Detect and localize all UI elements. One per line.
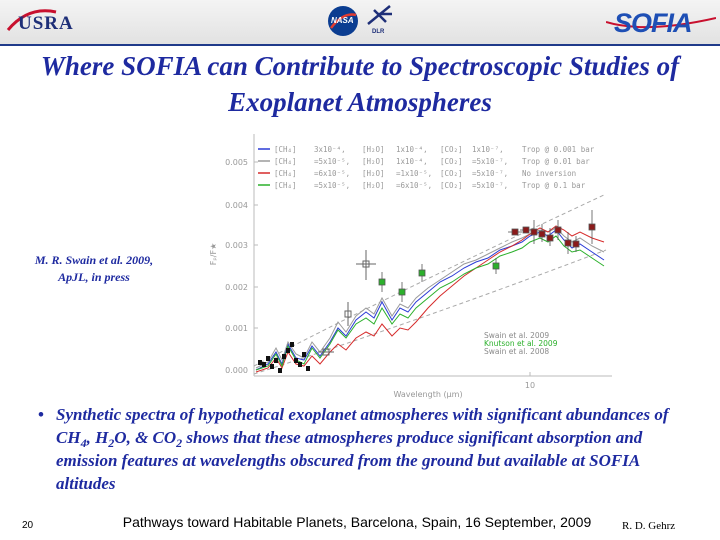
- subscript: 4: [80, 436, 87, 450]
- bullet-text-part: shows that these atmospheres produce sig…: [56, 428, 643, 493]
- legend-h2o: [H₂O]: [362, 145, 385, 154]
- header-bar: USRA NASA DLR SOFIA: [0, 0, 720, 46]
- legend-co2: [CO₂]: [440, 145, 463, 154]
- subscript: 2: [108, 436, 115, 450]
- y-tick-label: 0.002: [225, 283, 248, 292]
- legend-h2o: [H₂O]: [362, 181, 385, 190]
- legend-entry: [CH₄] 3x10⁻⁴, [H₂O] 1x10⁻⁴, [CO₂] 1x10⁻⁷…: [258, 145, 595, 154]
- legend-h2o-value: 1x10⁻⁴,: [396, 145, 428, 154]
- subscript: 2: [176, 436, 183, 450]
- x-tick-label: 10: [525, 381, 535, 390]
- legend-co2-value: 1x10⁻⁷,: [472, 145, 504, 154]
- legend-co2: [CO₂]: [440, 169, 463, 178]
- nasa-swoosh-icon: [330, 13, 357, 29]
- legend-h2o-value: =1x10⁻⁵,: [396, 169, 432, 178]
- bullet-icon: •: [38, 405, 44, 424]
- citation-line-1: M. R. Swain et al. 2009,: [34, 253, 154, 267]
- sofia-swoosh-icon: [606, 17, 716, 29]
- legend-co2-value: =5x10⁻⁷,: [472, 169, 508, 178]
- spectrum-figure: 0.005 0.004 0.003 0.002 0.001 0.000 10 W…: [196, 132, 614, 400]
- y-tick-label: 0.005: [225, 158, 248, 167]
- y-axis-label: Fₚ/F★: [209, 243, 218, 266]
- author: R. D. Gehrz: [622, 520, 676, 532]
- citation: M. R. Swain et al. 2009, ApJL, in press: [14, 252, 174, 286]
- nasa-logo-text: NASA: [331, 16, 354, 25]
- nasa-logo: NASA: [328, 6, 358, 36]
- legend-h2o: [H₂O]: [362, 169, 385, 178]
- data-legend-entry: Swain et al. 2009: [484, 331, 549, 340]
- bullet-text: Synthetic spectra of hypothetical exopla…: [56, 403, 686, 495]
- data-legend-entry: Knutson et al. 2009: [484, 339, 558, 348]
- data-points-red: [508, 210, 596, 254]
- data-points-black: [258, 342, 310, 373]
- x-axis-label: Wavelength (μm): [393, 390, 462, 399]
- legend-trop: Trop @ 0.1 bar: [522, 181, 586, 190]
- data-legend: Swain et al. 2009 Knutson et al. 2009 Sw…: [484, 331, 558, 356]
- data-points-green: [378, 258, 500, 302]
- y-tick-label: 0.004: [225, 201, 248, 210]
- citation-line-2: ApJL, in press: [58, 270, 130, 284]
- legend-ch4: [CH₄]: [274, 157, 297, 166]
- dlr-logo: DLR: [364, 4, 394, 38]
- usra-swoosh-icon: [6, 9, 57, 31]
- legend-entry: [CH₄] =5x10⁻⁵, [H₂O] 1x10⁻⁴, [CO₂] =5x10…: [258, 157, 590, 166]
- page-number: 20: [22, 520, 34, 531]
- legend-ch4-value: =5x10⁻⁵,: [314, 181, 350, 190]
- y-tick-label: 0.003: [225, 241, 248, 250]
- data-points-gray: [318, 250, 376, 356]
- bullet-text-part: Synthetic spectra of hypothetical exopla…: [56, 405, 669, 447]
- legend-ch4: [CH₄]: [274, 181, 297, 190]
- dlr-logo-text: DLR: [372, 29, 385, 35]
- y-tick-label: 0.000: [225, 366, 248, 375]
- legend-co2-value: =5x10⁻⁷,: [472, 157, 508, 166]
- bullet-text-part: , H: [86, 428, 109, 447]
- footer-text: Pathways toward Habitable Planets, Barce…: [122, 514, 592, 530]
- legend-h2o-value: 1x10⁻⁴,: [396, 157, 428, 166]
- legend-entry: [CH₄] =6x10⁻⁵, [H₂O] =1x10⁻⁵, [CO₂] =5x1…: [258, 169, 576, 178]
- dlr-bird-icon: [367, 5, 392, 25]
- legend-trop: Trop @ 0.001 bar: [522, 145, 595, 154]
- data-legend-entry: Swain et al. 2008: [484, 347, 549, 356]
- y-tick-label: 0.001: [225, 324, 248, 333]
- usra-logo: USRA: [4, 4, 73, 38]
- legend-ch4-value: =5x10⁻⁵,: [314, 157, 350, 166]
- usra-logo-text: USRA: [18, 13, 74, 34]
- legend-entry: [CH₄] =5x10⁻⁵, [H₂O] =6x10⁻⁵, [CO₂] =5x1…: [258, 181, 586, 190]
- bullet-text-part: O, & CO: [114, 428, 177, 447]
- legend-ch4: [CH₄]: [274, 145, 297, 154]
- legend-ch4-value: 3x10⁻⁴,: [314, 145, 346, 154]
- legend-ch4-value: =6x10⁻⁵,: [314, 169, 350, 178]
- legend-trop: No inversion: [522, 169, 576, 178]
- legend-co2: [CO₂]: [440, 157, 463, 166]
- sofia-logo-text: SOFIA: [614, 8, 693, 38]
- legend-h2o: [H₂O]: [362, 157, 385, 166]
- legend-co2-value: =5x10⁻⁷,: [472, 181, 508, 190]
- sofia-logo: SOFIA: [606, 4, 716, 40]
- legend-ch4: [CH₄]: [274, 169, 297, 178]
- legend-trop: Trop @ 0.01 bar: [522, 157, 590, 166]
- legend-h2o-value: =6x10⁻⁵,: [396, 181, 432, 190]
- legend-co2: [CO₂]: [440, 181, 463, 190]
- blackbody-lower-curve: [253, 249, 607, 375]
- model-legend: [CH₄] 3x10⁻⁴, [H₂O] 1x10⁻⁴, [CO₂] 1x10⁻⁷…: [258, 145, 595, 190]
- model-spectrum-red: [255, 225, 605, 373]
- slide-title: Where SOFIA can Contribute to Spectrosco…: [40, 51, 680, 117]
